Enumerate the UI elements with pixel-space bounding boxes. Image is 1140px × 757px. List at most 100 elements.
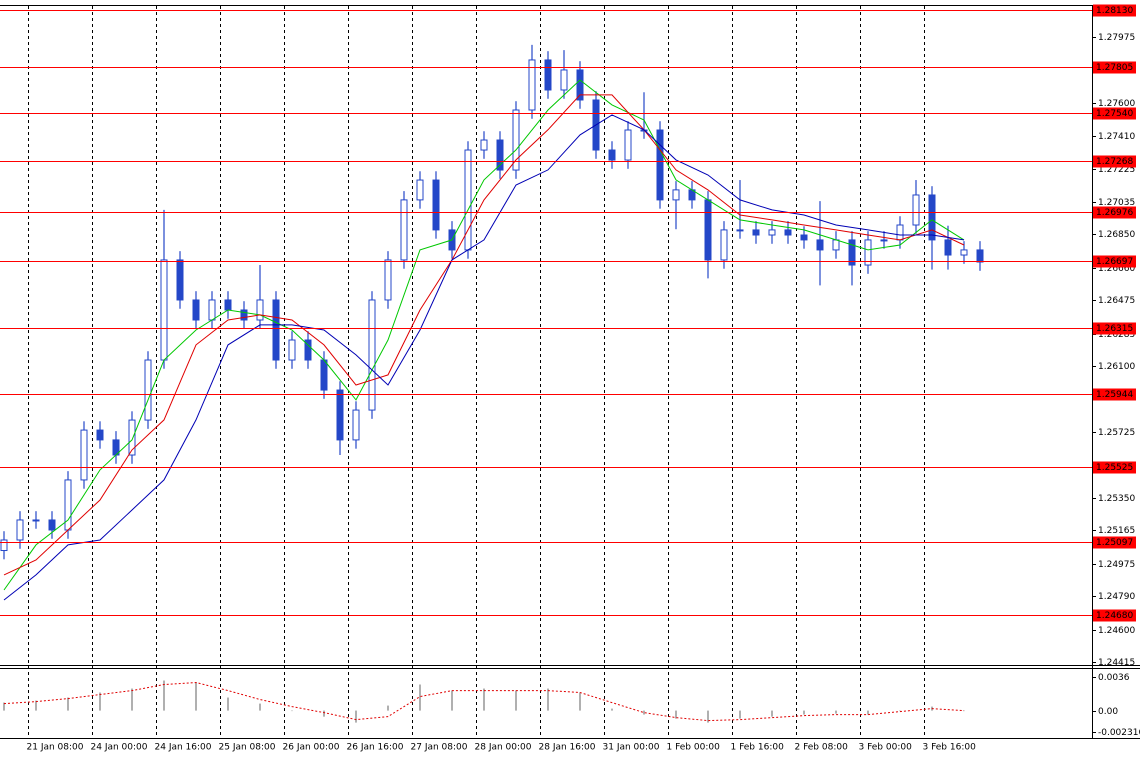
histogram-bar bbox=[131, 688, 133, 711]
histogram-bar bbox=[35, 700, 37, 711]
candle-body bbox=[880, 239, 888, 242]
y-tick-label: 1.24600 bbox=[1098, 626, 1135, 636]
candle-body bbox=[384, 259, 392, 301]
histogram-bar bbox=[3, 702, 5, 711]
level-label: 1.27805 bbox=[1096, 63, 1133, 73]
x-tick-label: 26 Jan 00:00 bbox=[283, 743, 340, 753]
candle-body bbox=[224, 299, 232, 311]
histogram-bar bbox=[515, 690, 517, 711]
candle-body bbox=[336, 389, 344, 441]
x-tick-label: 1 Feb 16:00 bbox=[731, 743, 785, 753]
moving-average bbox=[3, 94, 965, 576]
histogram-bar bbox=[771, 710, 773, 717]
level-tag bbox=[1093, 206, 1136, 219]
x-tick-label: 24 Jan 00:00 bbox=[91, 743, 148, 753]
histogram-bar bbox=[707, 710, 709, 723]
histogram-bar bbox=[227, 697, 229, 711]
histogram-bar bbox=[163, 680, 165, 711]
level-tag bbox=[1093, 322, 1136, 335]
level-tag bbox=[1093, 107, 1136, 120]
moving-average bbox=[3, 79, 965, 591]
candle-body bbox=[576, 69, 584, 101]
y-tick-label: 1.24415 bbox=[1098, 658, 1135, 668]
level-tag bbox=[1093, 255, 1136, 268]
candle-body bbox=[96, 429, 104, 441]
candle-body bbox=[352, 409, 360, 441]
candle-body bbox=[928, 194, 936, 241]
level-label: 1.27540 bbox=[1096, 109, 1133, 119]
level-tag bbox=[1093, 609, 1136, 622]
histogram-bar bbox=[611, 708, 613, 711]
candle-body bbox=[432, 179, 440, 231]
y-tick-label: 1.25350 bbox=[1098, 494, 1135, 504]
moving-average bbox=[3, 114, 965, 601]
level-tag bbox=[1093, 61, 1136, 74]
candle-body bbox=[976, 249, 984, 263]
candle-body bbox=[464, 149, 472, 251]
y-tick-label: 0.0036 bbox=[1098, 673, 1130, 683]
x-tick-label: 27 Jan 08:00 bbox=[411, 743, 468, 753]
candle-body bbox=[128, 419, 136, 456]
candle-body bbox=[416, 179, 424, 201]
candle-body bbox=[304, 339, 312, 361]
candle-body bbox=[768, 229, 776, 236]
x-tick-label: 2 Feb 08:00 bbox=[795, 743, 849, 753]
y-tick-label: 1.27975 bbox=[1098, 33, 1135, 43]
candle-body bbox=[512, 109, 520, 171]
histogram-bar bbox=[739, 710, 741, 719]
candle-body bbox=[144, 359, 152, 421]
candle-body bbox=[544, 59, 552, 91]
candle-body bbox=[368, 299, 376, 411]
candle-body bbox=[64, 479, 72, 531]
level-label: 1.25097 bbox=[1096, 538, 1133, 548]
y-tick-label: 1.26850 bbox=[1098, 230, 1135, 240]
x-tick-label: 26 Jan 16:00 bbox=[347, 743, 404, 753]
x-tick-label: 31 Jan 00:00 bbox=[603, 743, 660, 753]
histogram-bar bbox=[579, 692, 581, 711]
candle-body bbox=[160, 259, 168, 361]
y-tick-label: 1.27225 bbox=[1098, 165, 1135, 175]
candle-body bbox=[816, 239, 824, 251]
candle-body bbox=[896, 224, 904, 241]
candle-body bbox=[480, 139, 488, 151]
candle-body bbox=[400, 199, 408, 261]
histogram-bar bbox=[195, 682, 197, 711]
candle-body bbox=[784, 229, 792, 236]
candle-body bbox=[48, 519, 56, 531]
y-tick-label: 1.24790 bbox=[1098, 592, 1135, 602]
level-label: 1.26976 bbox=[1096, 208, 1133, 218]
candle-body bbox=[560, 69, 568, 91]
x-tick-label: 3 Feb 00:00 bbox=[859, 743, 913, 753]
y-tick-label: 1.26100 bbox=[1098, 362, 1135, 372]
candle-body bbox=[608, 149, 616, 161]
histogram-bar bbox=[835, 710, 837, 714]
candle-body bbox=[16, 519, 24, 541]
histogram-bar bbox=[323, 710, 325, 717]
level-tag bbox=[1093, 388, 1136, 401]
candle-body bbox=[528, 59, 536, 111]
candle-body bbox=[912, 194, 920, 226]
x-tick-label: 3 Feb 16:00 bbox=[923, 743, 977, 753]
y-tick-label: 1.27600 bbox=[1098, 99, 1135, 109]
histogram-bar bbox=[67, 697, 69, 711]
histogram-bar bbox=[387, 705, 389, 711]
x-tick-label: 21 Jan 08:00 bbox=[27, 743, 84, 753]
level-label: 1.25944 bbox=[1096, 390, 1133, 400]
candle-body bbox=[864, 239, 872, 266]
candle-body bbox=[944, 239, 952, 256]
candle-body bbox=[256, 299, 264, 321]
histogram-bar bbox=[867, 710, 869, 715]
x-tick-label: 28 Jan 16:00 bbox=[539, 743, 596, 753]
histogram-bar bbox=[675, 710, 677, 719]
candle-body bbox=[832, 239, 840, 251]
candle-body bbox=[32, 519, 40, 522]
histogram-bar bbox=[259, 703, 261, 711]
histogram-bar bbox=[99, 692, 101, 711]
histogram-bar bbox=[803, 710, 805, 715]
level-label: 1.27268 bbox=[1096, 157, 1133, 167]
x-tick-label: 24 Jan 16:00 bbox=[155, 743, 212, 753]
candle-body bbox=[960, 249, 968, 256]
level-label: 1.26697 bbox=[1096, 257, 1133, 267]
